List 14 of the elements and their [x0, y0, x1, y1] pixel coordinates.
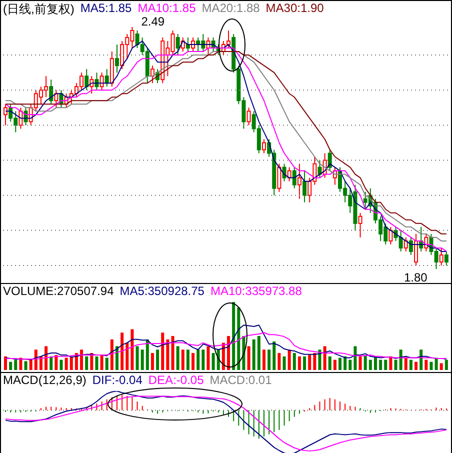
chart-title: VOLUME:270507.94: [3, 284, 114, 300]
text: MA10:1.85: [138, 1, 196, 17]
series-label: DIF:-0.04: [92, 373, 142, 389]
chart-title: (日线,前复权): [3, 1, 74, 17]
text: MA20:1.88: [202, 1, 260, 17]
text: MA30:1.90: [266, 1, 324, 17]
text: MACD:0.01: [210, 373, 272, 389]
text: MA5:1.85: [80, 1, 132, 17]
text: MA10:335973.88: [210, 284, 302, 300]
series-label: DEA:-0.05: [148, 373, 204, 389]
text: MA5:350928.75: [120, 284, 204, 300]
chart-title: MACD(12,26,9): [3, 373, 86, 389]
text: 1.80: [404, 270, 428, 284]
annotation: 2.49: [141, 14, 165, 28]
